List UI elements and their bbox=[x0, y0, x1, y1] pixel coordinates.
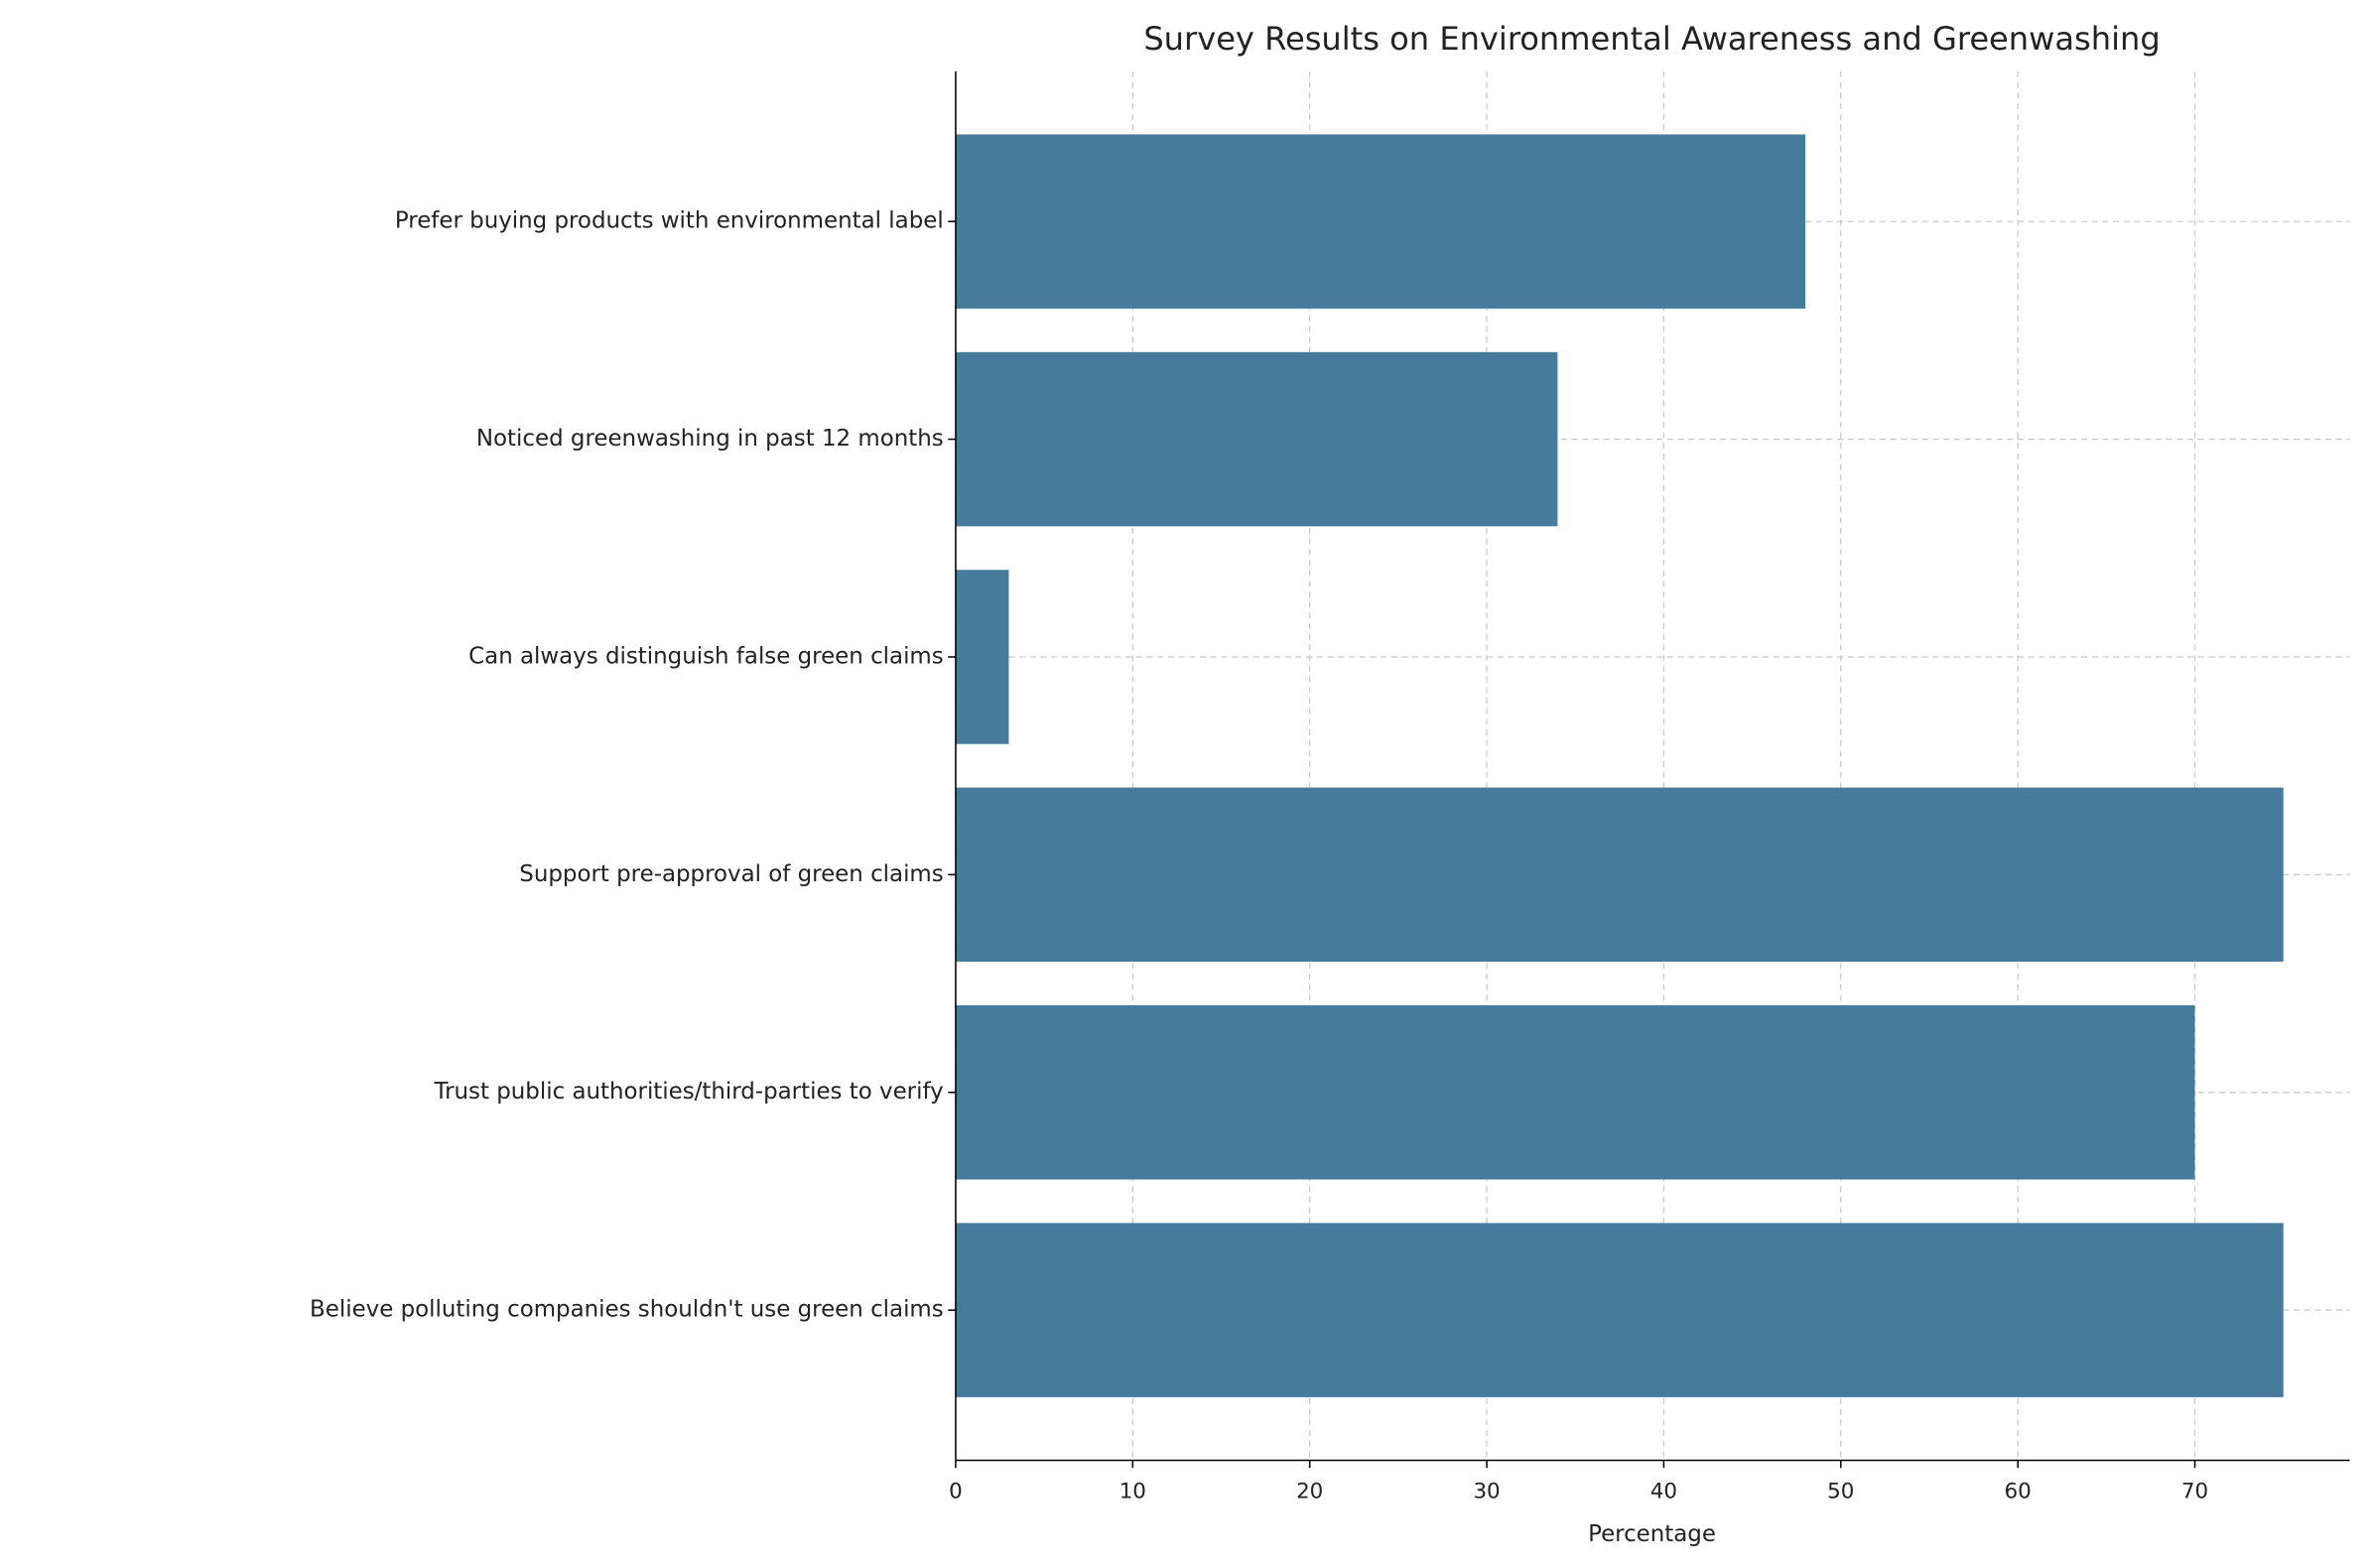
chart-title: Survey Results on Environmental Awarenes… bbox=[1143, 20, 2160, 58]
bar bbox=[955, 1223, 2284, 1397]
y-tick-label: Can always distinguish false green claim… bbox=[468, 643, 944, 669]
bar bbox=[955, 351, 1558, 527]
x-axis-label: Percentage bbox=[1588, 1521, 1716, 1547]
x-tick-label: 10 bbox=[1120, 1480, 1146, 1504]
y-tick-label: Noticed greenwashing in past 12 months bbox=[476, 426, 944, 452]
x-tick-label: 40 bbox=[1650, 1480, 1677, 1504]
x-tick-label: 60 bbox=[2005, 1480, 2032, 1504]
x-tick-label: 30 bbox=[1473, 1480, 1500, 1504]
y-tick-label: Prefer buying products with environmenta… bbox=[395, 208, 944, 234]
bar bbox=[955, 1004, 2195, 1180]
y-tick-label: Trust public authorities/third-parties t… bbox=[433, 1079, 943, 1105]
y-tick-label: Support pre-approval of green claims bbox=[519, 861, 943, 887]
x-tick-label: 0 bbox=[949, 1480, 963, 1504]
bar bbox=[955, 134, 1806, 309]
x-tick-label: 70 bbox=[2181, 1480, 2208, 1504]
x-tick-label: 50 bbox=[1827, 1480, 1854, 1504]
y-tick-label: Believe polluting companies shouldn't us… bbox=[310, 1297, 944, 1323]
x-tick-label: 20 bbox=[1296, 1480, 1323, 1504]
bar bbox=[955, 570, 1009, 744]
bar bbox=[955, 787, 2284, 963]
